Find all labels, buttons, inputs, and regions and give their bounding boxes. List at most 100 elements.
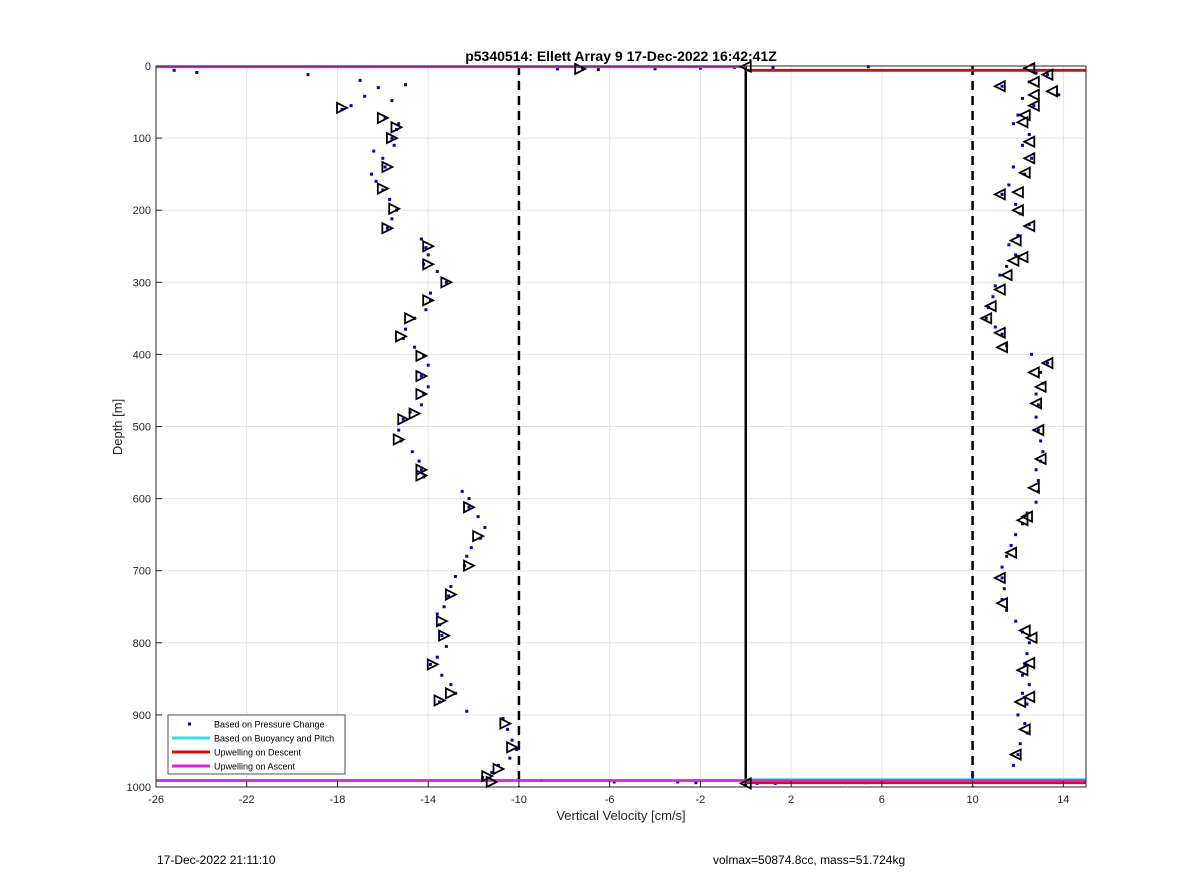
- ascent-data-point: [404, 83, 408, 87]
- y-axis-label: Depth [m]: [110, 399, 125, 455]
- ascent-data-point: [390, 99, 394, 103]
- descent-triangle-marker: [999, 268, 1013, 282]
- descent-data-point: [991, 295, 995, 299]
- descent-data-point: [1000, 84, 1004, 88]
- ascent-data-point: [172, 68, 176, 72]
- descent-data-point: [1005, 608, 1009, 612]
- ascent-triangle-marker: [397, 412, 411, 426]
- ascent-data-point: [444, 280, 448, 284]
- descent-triangle-marker: [1022, 219, 1036, 233]
- legend: Based on Pressure Change Based on Buoyanc…: [167, 714, 346, 775]
- ascent-data-point: [612, 780, 616, 784]
- descent-data-point: [1034, 392, 1038, 396]
- descent-triangle-marker: [1022, 690, 1036, 704]
- ascent-data-point: [435, 612, 439, 616]
- triangle-markers: [336, 60, 1058, 790]
- descent-data-point: [1045, 361, 1049, 365]
- descent-data-point: [1027, 641, 1031, 645]
- descent-data-point: [1018, 742, 1022, 746]
- x-tick-label: -10: [511, 794, 527, 806]
- ascent-data-point: [417, 459, 421, 463]
- descent-data-point: [1011, 122, 1015, 126]
- ascent-data-point: [698, 66, 702, 70]
- descent-triangle-marker: [992, 326, 1006, 340]
- ascent-data-point: [413, 345, 417, 349]
- descent-data-point: [1020, 673, 1024, 677]
- ascent-triangle-marker: [426, 657, 440, 671]
- ascent-data-point: [469, 546, 473, 550]
- descent-data-point: [1007, 243, 1011, 247]
- ascent-triangle-marker: [392, 433, 406, 446]
- ascent-data-point: [397, 428, 401, 432]
- descent-data-point: [1005, 264, 1009, 268]
- descent-data-point: [1057, 93, 1061, 97]
- ascent-data-point: [385, 226, 389, 230]
- ascent-data-point: [374, 179, 378, 183]
- descent-triangle-marker: [1022, 151, 1036, 165]
- ascent-data-point: [401, 417, 405, 421]
- ascent-triangle-marker: [415, 349, 429, 363]
- ascent-data-point: [442, 605, 446, 609]
- descent-data-point: [1014, 533, 1018, 537]
- descent-triangle-marker: [1022, 656, 1036, 670]
- ascent-data-point: [453, 574, 457, 578]
- ascent-data-point: [501, 717, 505, 721]
- ascent-data-point: [506, 727, 510, 731]
- descent-triangle-marker: [1026, 75, 1040, 89]
- ascent-data-point: [465, 709, 469, 713]
- ascent-data-point: [424, 246, 428, 250]
- ascent-data-point: [358, 78, 362, 82]
- ascent-triangle-marker: [404, 311, 418, 325]
- descent-data-point: [1011, 165, 1015, 169]
- ascent-data-point: [490, 771, 494, 775]
- ascent-data-point: [460, 489, 464, 493]
- descent-triangle-marker: [1015, 115, 1029, 129]
- descent-triangle-marker: [1026, 481, 1040, 495]
- descent-data-point: [1034, 500, 1038, 504]
- descent-data-point: [1041, 450, 1045, 454]
- ascent-data-point: [397, 122, 401, 126]
- y-tick-label: 800: [133, 638, 151, 650]
- descent-data-point: [993, 325, 997, 329]
- descent-data-point: [1027, 683, 1031, 687]
- descent-data-point: [993, 284, 997, 288]
- descent-triangle-marker: [1033, 452, 1047, 466]
- descent-triangle-marker: [1008, 234, 1022, 247]
- ascent-triangle-marker: [376, 111, 390, 125]
- ascent-triangle-marker: [381, 160, 395, 174]
- descent-triangle-marker: [1040, 68, 1054, 82]
- descent-data-point: [1014, 619, 1018, 623]
- ascent-data-point: [426, 385, 430, 389]
- x-tick-label: 6: [879, 794, 885, 806]
- descent-data-point: [1036, 428, 1040, 432]
- descent-triangle-marker: [995, 596, 1008, 610]
- ascent-triangle-marker: [435, 614, 449, 628]
- ascent-data-point: [372, 149, 376, 153]
- descent-triangle-marker: [1010, 203, 1024, 217]
- descent-triangle-marker: [995, 340, 1008, 354]
- ascent-data-point: [508, 756, 512, 760]
- ascent-data-point: [410, 450, 414, 454]
- ascent-data-point: [424, 308, 428, 312]
- x-tick-label: -22: [239, 794, 255, 806]
- ascent-triangle-marker: [440, 275, 454, 289]
- legend-entry-label: Upwelling on Ascent: [214, 762, 296, 772]
- descent-triangle-marker: [1040, 356, 1054, 370]
- descent-data-point: [1014, 253, 1018, 257]
- descent-triangle-marker: [1033, 380, 1047, 394]
- descent-triangle-marker: [1026, 88, 1040, 102]
- chart-title: p5340514: Ellett Array 9 17-Dec-2022 16:…: [465, 48, 777, 64]
- descent-data-point: [1027, 132, 1031, 136]
- ascent-triangle-marker: [422, 293, 436, 307]
- descent-triangle-marker: [1004, 546, 1018, 560]
- descent-data-point: [1002, 587, 1006, 591]
- ascent-triangle-marker: [390, 120, 404, 134]
- ascent-triangle-marker: [463, 559, 477, 573]
- legend-entry-label: Based on Pressure Change: [214, 720, 325, 730]
- ascent-triangle-marker: [444, 686, 458, 700]
- descent-data-point: [1034, 415, 1038, 419]
- y-tick-label: 400: [133, 349, 151, 361]
- ascent-triangle-marker: [422, 239, 436, 253]
- x-axis-label: Vertical Velocity [cm/s]: [556, 808, 685, 823]
- ascent-triangle-marker: [386, 131, 399, 145]
